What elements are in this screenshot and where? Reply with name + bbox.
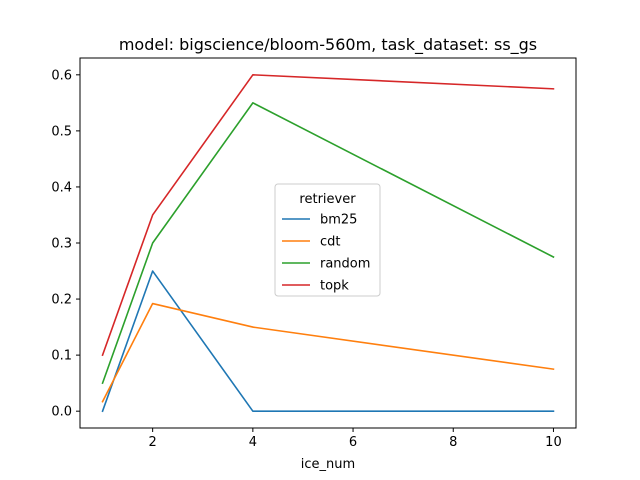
y-tick-label: 0.6 <box>51 68 72 83</box>
chart-title: model: bigscience/bloom-560m, task_datas… <box>119 35 537 55</box>
x-tick-label: 4 <box>249 435 257 450</box>
series-line-cdt <box>101 302 555 403</box>
legend-items: bm25 cdt random topk <box>282 213 370 294</box>
series-line-topk <box>101 74 555 357</box>
legend-title: retriever <box>299 192 356 207</box>
x-tick-label: 8 <box>449 435 457 450</box>
legend-label-topk: topk <box>320 279 349 294</box>
legend: retriever bm25 cdt random topk <box>274 183 381 297</box>
x-axis-title: ice_num <box>301 457 355 472</box>
y-tick-label: 0.5 <box>51 124 72 139</box>
x-tick-label: 6 <box>349 435 357 450</box>
y-tick-label: 0.3 <box>51 237 72 252</box>
series-line-bm25 <box>101 270 555 413</box>
y-tick-label: 0.4 <box>51 180 72 195</box>
legend-label-random: random <box>320 257 370 272</box>
x-axis: 2 4 6 8 10 <box>149 428 562 450</box>
x-tick-label: 2 <box>149 435 157 450</box>
series-lines <box>101 74 555 413</box>
legend-box <box>274 183 381 297</box>
legend-label-cdt: cdt <box>320 235 341 250</box>
y-tick-label: 0.2 <box>51 293 72 308</box>
y-tick-label: 0.1 <box>51 349 72 364</box>
y-axis: 0.0 0.1 0.2 0.3 0.4 0.5 0.6 <box>51 68 80 420</box>
legend-label-bm25: bm25 <box>320 213 357 228</box>
y-tick-label: 0.0 <box>51 405 72 420</box>
series-line-random <box>101 102 555 385</box>
x-tick-label: 10 <box>545 435 562 450</box>
